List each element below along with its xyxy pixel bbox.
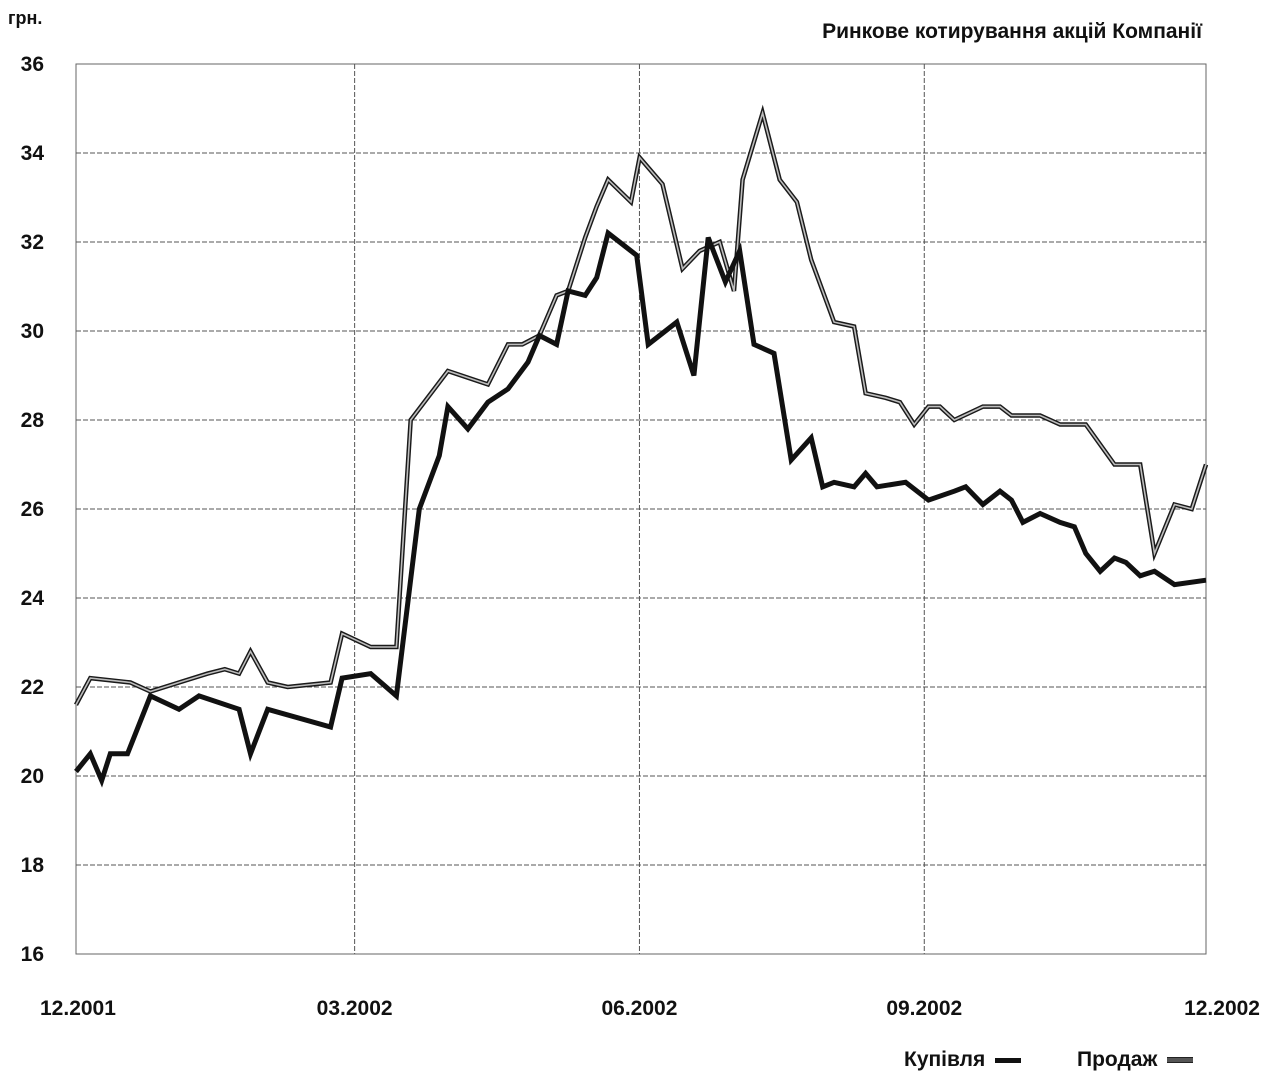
legend-item-buy: Купівля bbox=[904, 1048, 1022, 1072]
x-tick-label: 09.2002 bbox=[886, 997, 962, 1020]
chart-title: Ринкове котирування акцій Компанії bbox=[822, 20, 1202, 43]
series-line-sell-outline bbox=[74, 104, 1209, 706]
y-tick-label: 22 bbox=[21, 676, 44, 699]
legend-swatch-buy bbox=[995, 1057, 1022, 1063]
y-axis-unit: грн. bbox=[8, 8, 43, 28]
series-lines bbox=[74, 104, 1209, 788]
y-tick-label: 24 bbox=[21, 587, 45, 610]
y-tick-label: 26 bbox=[21, 498, 44, 521]
series-line-sell bbox=[75, 110, 1207, 706]
x-axis-labels: 12.2001 03.2002 06.2002 09.2002 12.2002 bbox=[40, 997, 1260, 1020]
y-tick-label: 18 bbox=[21, 854, 45, 877]
x-tick-label: 12.2002 bbox=[1184, 997, 1260, 1020]
x-tick-label: 06.2002 bbox=[601, 997, 677, 1020]
y-tick-label: 28 bbox=[21, 409, 45, 432]
legend-swatch-sell bbox=[1167, 1057, 1194, 1063]
legend-item-sell: Продаж bbox=[1077, 1048, 1194, 1072]
series-line-buy bbox=[74, 228, 1207, 788]
y-tick-label: 30 bbox=[21, 320, 44, 343]
legend-label-sell: Продаж bbox=[1077, 1048, 1158, 1071]
grid bbox=[75, 63, 1207, 955]
x-tick-label: 12.2001 bbox=[40, 997, 116, 1020]
legend-label-buy: Купівля bbox=[904, 1048, 986, 1071]
y-tick-label: 36 bbox=[21, 53, 44, 76]
y-tick-label: 16 bbox=[21, 943, 44, 966]
x-tick-label: 03.2002 bbox=[317, 997, 393, 1020]
y-axis-labels: 36 34 32 30 28 26 24 22 20 18 16 bbox=[21, 53, 45, 966]
y-tick-label: 34 bbox=[21, 142, 45, 165]
y-tick-label: 20 bbox=[21, 765, 44, 788]
y-tick-label: 32 bbox=[21, 231, 44, 254]
